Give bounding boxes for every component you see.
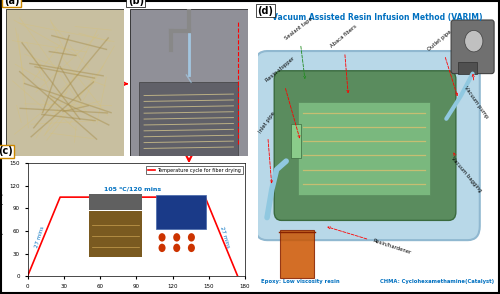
Bar (298, 102, 430, 195)
Text: Resin/hardener: Resin/hardener (328, 227, 412, 255)
Text: Vacuum Assisted Resin Infusion Method (VARIM): Vacuum Assisted Resin Infusion Method (V… (272, 13, 482, 22)
Text: Outlet pipe: Outlet pipe (427, 29, 458, 96)
Text: Unidirectional abaca
cluster fiber: Unidirectional abaca cluster fiber (30, 163, 95, 174)
Text: 105 ᵒC/120 mins: 105 ᵒC/120 mins (104, 187, 161, 192)
Text: 27 mins: 27 mins (219, 226, 230, 248)
Text: Inlet pipe: Inlet pipe (258, 111, 276, 183)
Temperature cycle for fiber drying (57, 195, 63, 199)
Bar (291, 124, 300, 158)
FancyBboxPatch shape (451, 20, 494, 74)
Temperature cycle for fiber drying (202, 195, 208, 199)
Text: Abaca fibers: Abaca fibers (329, 24, 358, 93)
Temperature cycle for fiber drying (235, 275, 241, 278)
Text: Epoxy: Low viscosity resin: Epoxy: Low viscosity resin (261, 279, 340, 284)
Legend: Temperature cycle for fiber drying: Temperature cycle for fiber drying (146, 166, 242, 175)
Text: (c): (c) (0, 146, 13, 156)
Text: Fibers washed under
tap water: Fibers washed under tap water (156, 163, 222, 174)
FancyBboxPatch shape (274, 71, 456, 220)
Line: Temperature cycle for fiber drying: Temperature cycle for fiber drying (28, 197, 238, 276)
FancyBboxPatch shape (255, 51, 480, 240)
Bar (458, 62, 477, 74)
Text: (a): (a) (4, 0, 19, 6)
Circle shape (464, 31, 483, 52)
Text: (b): (b) (128, 0, 144, 6)
Bar (140, 82, 238, 156)
FancyBboxPatch shape (280, 230, 314, 278)
Text: 27 mins: 27 mins (34, 226, 45, 248)
Text: Vacuum pump: Vacuum pump (463, 74, 489, 120)
Text: CHMA: Cyclohexamethamine(Catalyst): CHMA: Cyclohexamethamine(Catalyst) (380, 279, 494, 284)
Temperature cycle for fiber drying (24, 275, 30, 278)
Text: (d): (d) (258, 6, 274, 16)
Text: Resin stopper: Resin stopper (264, 56, 300, 138)
Text: Sealant tape: Sealant tape (284, 16, 314, 78)
Y-axis label: Temperature (°C): Temperature (°C) (0, 193, 4, 247)
Text: Vacuum bagging: Vacuum bagging (450, 153, 482, 193)
